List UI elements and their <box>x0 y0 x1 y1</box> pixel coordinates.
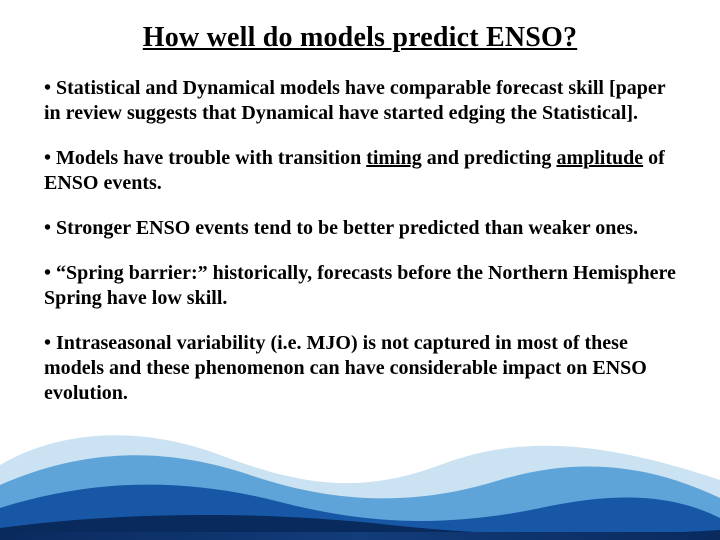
slide-content: How well do models predict ENSO? • Stati… <box>0 0 720 406</box>
bullet-item: • Models have trouble with transition ti… <box>44 146 676 196</box>
slide-title: How well do models predict ENSO? <box>44 22 676 54</box>
footer-bar <box>0 532 720 540</box>
bullet-item: • “Spring barrier:” historically, foreca… <box>44 261 676 311</box>
slide: How well do models predict ENSO? • Stati… <box>0 0 720 540</box>
wave-mid <box>0 455 720 540</box>
wave-graphic <box>0 410 720 540</box>
wave-back <box>0 435 720 540</box>
bullet-item: • Stronger ENSO events tend to be better… <box>44 216 676 241</box>
bullet-item: • Statistical and Dynamical models have … <box>44 76 676 126</box>
bullet-item: • Intraseasonal variability (i.e. MJO) i… <box>44 331 676 406</box>
